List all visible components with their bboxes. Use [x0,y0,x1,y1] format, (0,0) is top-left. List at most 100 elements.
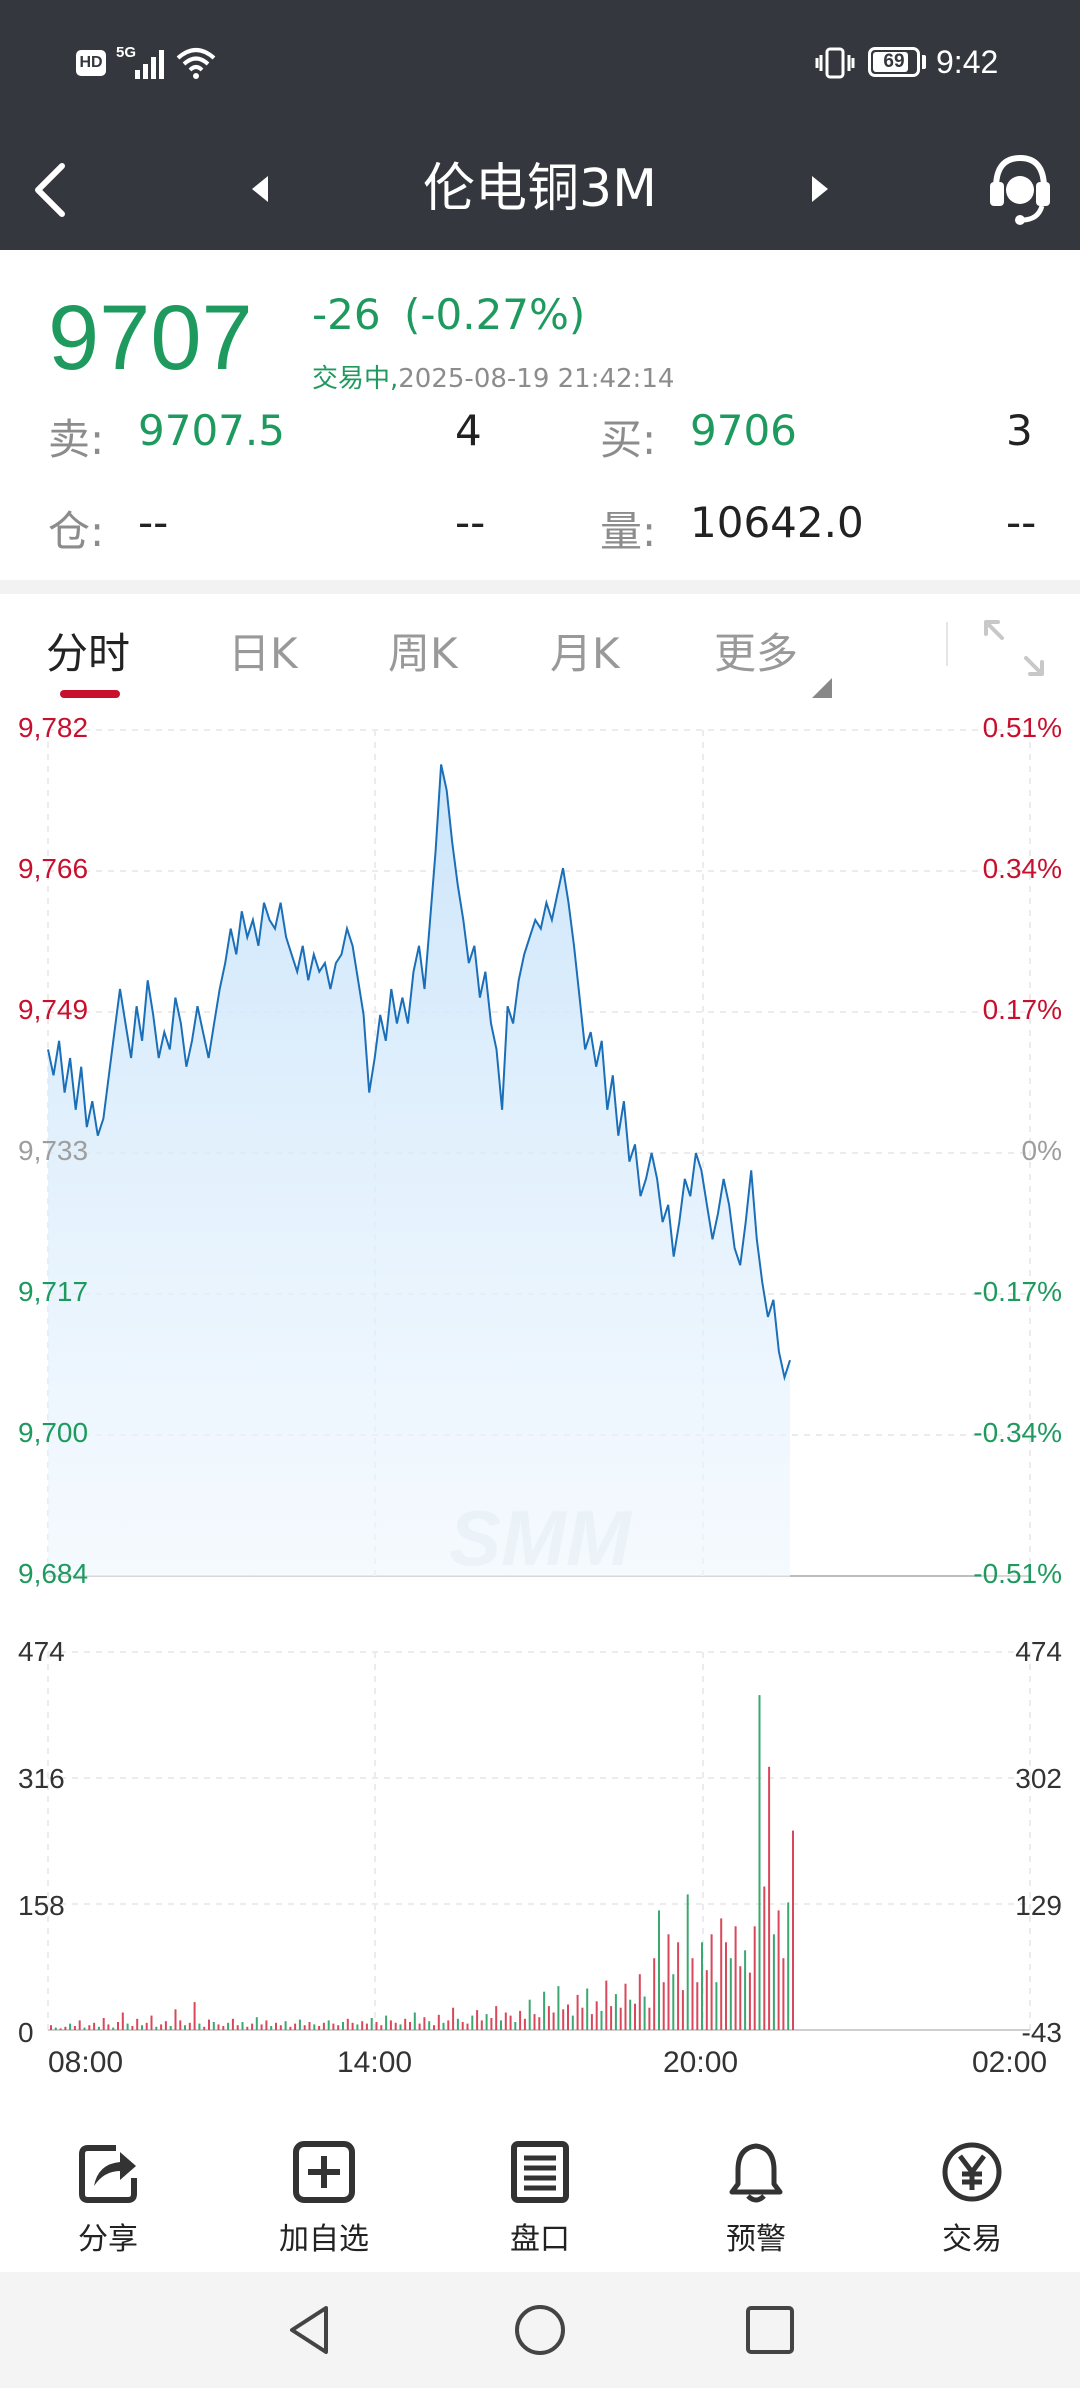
volume-bar [547,2006,550,2030]
last-price: 9707 [48,287,253,389]
volume-bar [375,2022,378,2030]
tab-intraday[interactable]: 分时 [46,629,131,678]
prev-icon[interactable] [248,174,272,204]
volume-bar [748,1972,751,2030]
back-icon[interactable] [30,162,70,218]
volume-axis-label: 0 [18,2017,34,2048]
volume-bar [763,1886,766,2030]
volume-bar [184,2025,186,2030]
battery-level: 69 [883,51,905,72]
tab-monthly-k[interactable]: 月K [550,629,620,678]
tab-more[interactable]: 更多 [714,629,799,678]
volume-bar [442,2022,445,2030]
volume-bar [64,2026,67,2030]
volume-bar [380,2025,383,2030]
percent-axis-label: -0.51% [973,1558,1062,1589]
volume-bar [351,2022,354,2030]
volume-bar [610,2006,613,2030]
percent-axis-label: 0% [1021,1135,1062,1166]
volume-bar [308,2022,311,2030]
orderbook-button[interactable]: 盘口 [460,2140,620,2258]
tab-weekly-k[interactable]: 周K [388,629,458,678]
volume-bar [255,2017,258,2030]
volume-bar [203,2026,206,2030]
volume-bar [658,1910,660,2030]
clock: 9:42 [936,44,999,80]
time-axis-label: 02:00 [972,2046,1048,2079]
volume-bar [88,2025,91,2030]
volume-bar [222,2026,225,2030]
add-watchlist-button[interactable]: 加自选 [244,2140,404,2258]
nav-recents-icon[interactable] [742,2302,798,2358]
next-icon[interactable] [808,174,832,204]
volume-bar [782,1958,785,2030]
volume-bar [346,2018,349,2030]
volume-bar [356,2024,359,2030]
volume-bar [648,2007,651,2030]
volume-bar [365,2023,368,2030]
fullscreen-icon[interactable] [980,616,1048,680]
price-change: -26 (-0.27%) [312,290,585,339]
volume-bar [792,1830,794,2030]
volume-bar [466,2023,469,2030]
share-icon [79,2145,137,2203]
nav-home-icon[interactable] [512,2302,568,2358]
volume-bar [696,1982,699,2030]
volume-bar [73,2026,76,2030]
volume-bar [523,2018,526,2030]
intraday-chart[interactable]: SMM [0,700,1080,2080]
volume-bar [188,2022,191,2030]
volume-bar [768,1766,771,2030]
volume-bar [720,1918,723,2030]
volume-bar [500,2020,502,2030]
volume-bar [93,2022,96,2030]
volume-bar [270,2026,273,2030]
volume-bar [179,2020,182,2030]
volume-change: -- [1006,498,1037,547]
volume-bar [251,2023,254,2030]
price-line [47,764,791,1382]
price-axis-label: 9,766 [18,853,89,884]
page-title: 伦电铜3M [423,159,657,219]
volume-bar [150,2015,153,2030]
volume-bar [543,1991,546,2030]
volume-bar [217,2024,220,2030]
trade-label: 交易 [942,2222,1002,2257]
volume-bar [567,2004,569,2030]
volume-bar [117,2022,119,2030]
volume-bar [533,2014,536,2030]
volume-bar [54,2027,57,2030]
tab-separator [946,622,948,666]
alert-button[interactable]: 预警 [676,2140,836,2258]
volume-bar [69,2023,72,2030]
share-button[interactable]: 分享 [28,2140,188,2258]
customer-service-icon[interactable] [988,148,1052,228]
volume-bar [413,2012,416,2030]
price-axis-label: 9,782 [18,712,89,743]
volume-bar [772,1934,775,2030]
volume-bar [174,2009,177,2030]
volume-bar [322,2022,325,2030]
time-axis-label: 14:00 [337,2046,413,2079]
volume-bar [586,1988,589,2030]
nav-back-icon[interactable] [282,2302,338,2358]
volume-bar [725,1942,727,2030]
volume-bar [677,1942,680,2030]
volume-bar [83,2027,86,2030]
volume-bar [78,2020,81,2030]
volume-bar [433,2025,435,2030]
volume-bar [193,2002,196,2030]
volume-bar [787,1902,790,2030]
volume-axis-label-right: 474 [1015,1636,1062,1667]
volume-bar [294,2023,297,2030]
open-interest-label: 仓: [48,507,105,556]
volume-bar [437,2014,440,2030]
volume-bar [629,1999,632,2030]
volume-bar [337,2025,340,2030]
volume-bar [236,2025,239,2030]
tab-daily-k[interactable]: 日K [228,629,298,678]
trade-button[interactable]: 交易 [892,2140,1052,2258]
open-interest-value: -- [138,498,169,547]
volume-axis-label: 316 [18,1763,65,1794]
volume-bar [452,2007,455,2030]
